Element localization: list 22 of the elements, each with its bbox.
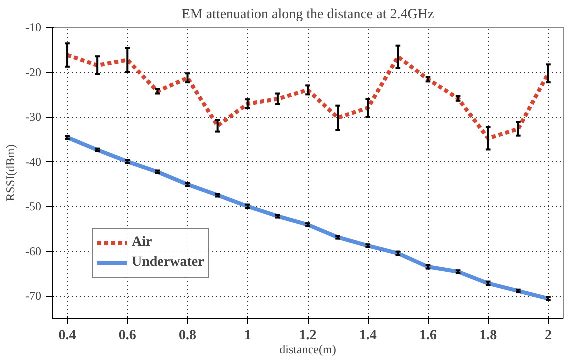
chart-title: EM attenuation along the distance at 2.4GHz [182,8,434,22]
x-tick-label: 1.8 [480,328,498,344]
x-tick-label: 0.6 [118,328,136,344]
y-tick-label: -70 [26,289,42,304]
y-tick-label: -10 [26,20,42,34]
y-axis-title: RSSI(dBm) [4,144,18,202]
y-tick-label: -40 [26,154,42,169]
y-tick-label: -60 [26,244,42,258]
x-tick-label: 1 [244,328,252,344]
x-tick-label: 1.4 [359,328,377,344]
line-series [66,53,550,141]
x-tick-label: 0.4 [58,328,76,344]
x-tick-label: 2 [544,328,552,344]
y-tick-label: -50 [26,200,42,214]
y-tick-label: -20 [26,65,42,80]
y-tick-label: -30 [26,110,42,124]
x-tick-label: 0.8 [179,328,197,344]
legend-label: Air [132,235,152,251]
x-axis-title: distance(m) [280,342,336,356]
legend-label: Underwater [132,255,204,271]
x-tick-label: 1.2 [299,328,317,344]
x-tick-label: 1.6 [419,328,437,344]
